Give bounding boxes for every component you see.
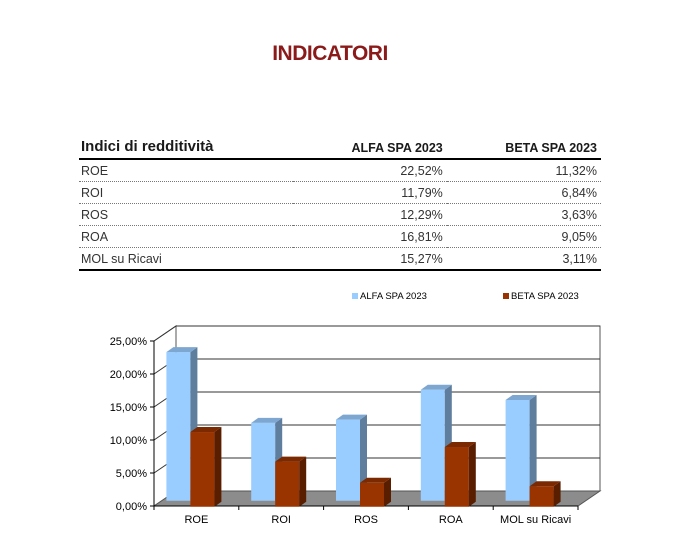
row-label: ROE bbox=[79, 159, 294, 182]
row-beta-value: 6,84% bbox=[446, 181, 601, 204]
bar-front bbox=[275, 461, 300, 507]
bar-top bbox=[529, 481, 561, 487]
bar-chart: 0,00% 5,00% 10,00% 15,00% 20,00% 25,00% ROE ROI… bbox=[110, 291, 602, 526]
gridline-side bbox=[153, 325, 177, 342]
profitability-table: Indici di redditività ALFA SPA 2023 BETA… bbox=[79, 135, 601, 271]
bar-beta bbox=[190, 427, 222, 507]
legend-label: ALFA SPA 2023 bbox=[360, 291, 427, 302]
bar-front bbox=[529, 486, 554, 507]
bar-side bbox=[468, 442, 476, 507]
bar-side bbox=[299, 456, 307, 507]
bar-alfa bbox=[166, 347, 198, 501]
x-tick-label: MOL su Ricavi bbox=[500, 514, 571, 526]
row-alfa-value: 12,29% bbox=[293, 203, 447, 226]
bar-front bbox=[420, 389, 445, 501]
row-beta-value: 3,11% bbox=[446, 247, 601, 271]
row-alfa-value: 15,27% bbox=[293, 247, 447, 271]
y-tick-label: 15,00% bbox=[110, 402, 148, 414]
legend-label: BETA SPA 2023 bbox=[511, 291, 579, 302]
bar-front bbox=[444, 447, 469, 507]
bar-side bbox=[384, 477, 391, 507]
row-label: MOL su Ricavi bbox=[79, 247, 294, 271]
bar-side bbox=[214, 427, 222, 507]
x-tick-label: ROA bbox=[439, 514, 464, 526]
bar-front bbox=[166, 352, 191, 501]
bar-beta bbox=[529, 481, 561, 507]
bar-top bbox=[336, 414, 367, 420]
row-beta-value: 9,05% bbox=[446, 225, 601, 248]
table-row: ROA 16,81% 9,05% bbox=[79, 225, 601, 248]
x-tick-label: ROI bbox=[271, 514, 291, 526]
bar-front bbox=[251, 422, 276, 501]
bar-beta bbox=[275, 456, 307, 507]
bar-top bbox=[420, 384, 452, 390]
bar-top bbox=[360, 477, 391, 483]
legend-swatch bbox=[503, 293, 509, 299]
row-beta-value: 11,32% bbox=[446, 159, 601, 182]
bar-top bbox=[444, 442, 476, 448]
bar-front bbox=[360, 482, 384, 507]
table-row: ROI 11,79% 6,84% bbox=[79, 181, 601, 204]
y-tick-label: 10,00% bbox=[110, 435, 148, 447]
bar-top bbox=[166, 347, 198, 353]
y-tick-label: 0,00% bbox=[116, 501, 147, 513]
row-label: ROA bbox=[79, 225, 294, 248]
y-tick-label: 25,00% bbox=[110, 336, 148, 348]
legend-swatch bbox=[352, 293, 358, 299]
bar-front bbox=[190, 432, 215, 507]
table-row: ROS 12,29% 3,63% bbox=[79, 203, 601, 226]
bar-top bbox=[275, 456, 307, 462]
y-tick-label: 20,00% bbox=[110, 369, 148, 381]
row-alfa-value: 11,79% bbox=[293, 181, 447, 204]
table-row: ROE 22,52% 11,32% bbox=[79, 159, 601, 182]
row-label: ROS bbox=[79, 203, 294, 226]
row-label: ROI bbox=[79, 181, 294, 204]
bar-alfa bbox=[505, 394, 537, 501]
bar-beta bbox=[360, 477, 391, 507]
table-header-label: Indici di redditività bbox=[79, 135, 294, 160]
bar-side bbox=[529, 394, 537, 501]
x-tick-label: ROE bbox=[184, 514, 208, 526]
bar-front bbox=[505, 399, 530, 501]
x-tick-label: ROS bbox=[354, 514, 378, 526]
y-tick-label: 5,00% bbox=[116, 468, 147, 480]
bar-beta bbox=[444, 442, 476, 507]
bar-top bbox=[505, 394, 537, 400]
row-alfa-value: 16,81% bbox=[293, 225, 447, 248]
table-header-alfa: ALFA SPA 2023 bbox=[293, 135, 447, 160]
row-alfa-value: 22,52% bbox=[293, 159, 447, 182]
table-row: MOL su Ricavi 15,27% 3,11% bbox=[79, 247, 601, 271]
table-header-beta: BETA SPA 2023 bbox=[446, 135, 601, 160]
table-header-row: Indici di redditività ALFA SPA 2023 BETA… bbox=[79, 135, 601, 160]
row-beta-value: 3,63% bbox=[446, 203, 601, 226]
bar-front bbox=[336, 419, 360, 501]
bar-top bbox=[190, 427, 222, 433]
bar-top bbox=[251, 417, 283, 423]
bar-side bbox=[553, 481, 561, 507]
page-title: INDICATORI bbox=[272, 42, 388, 65]
